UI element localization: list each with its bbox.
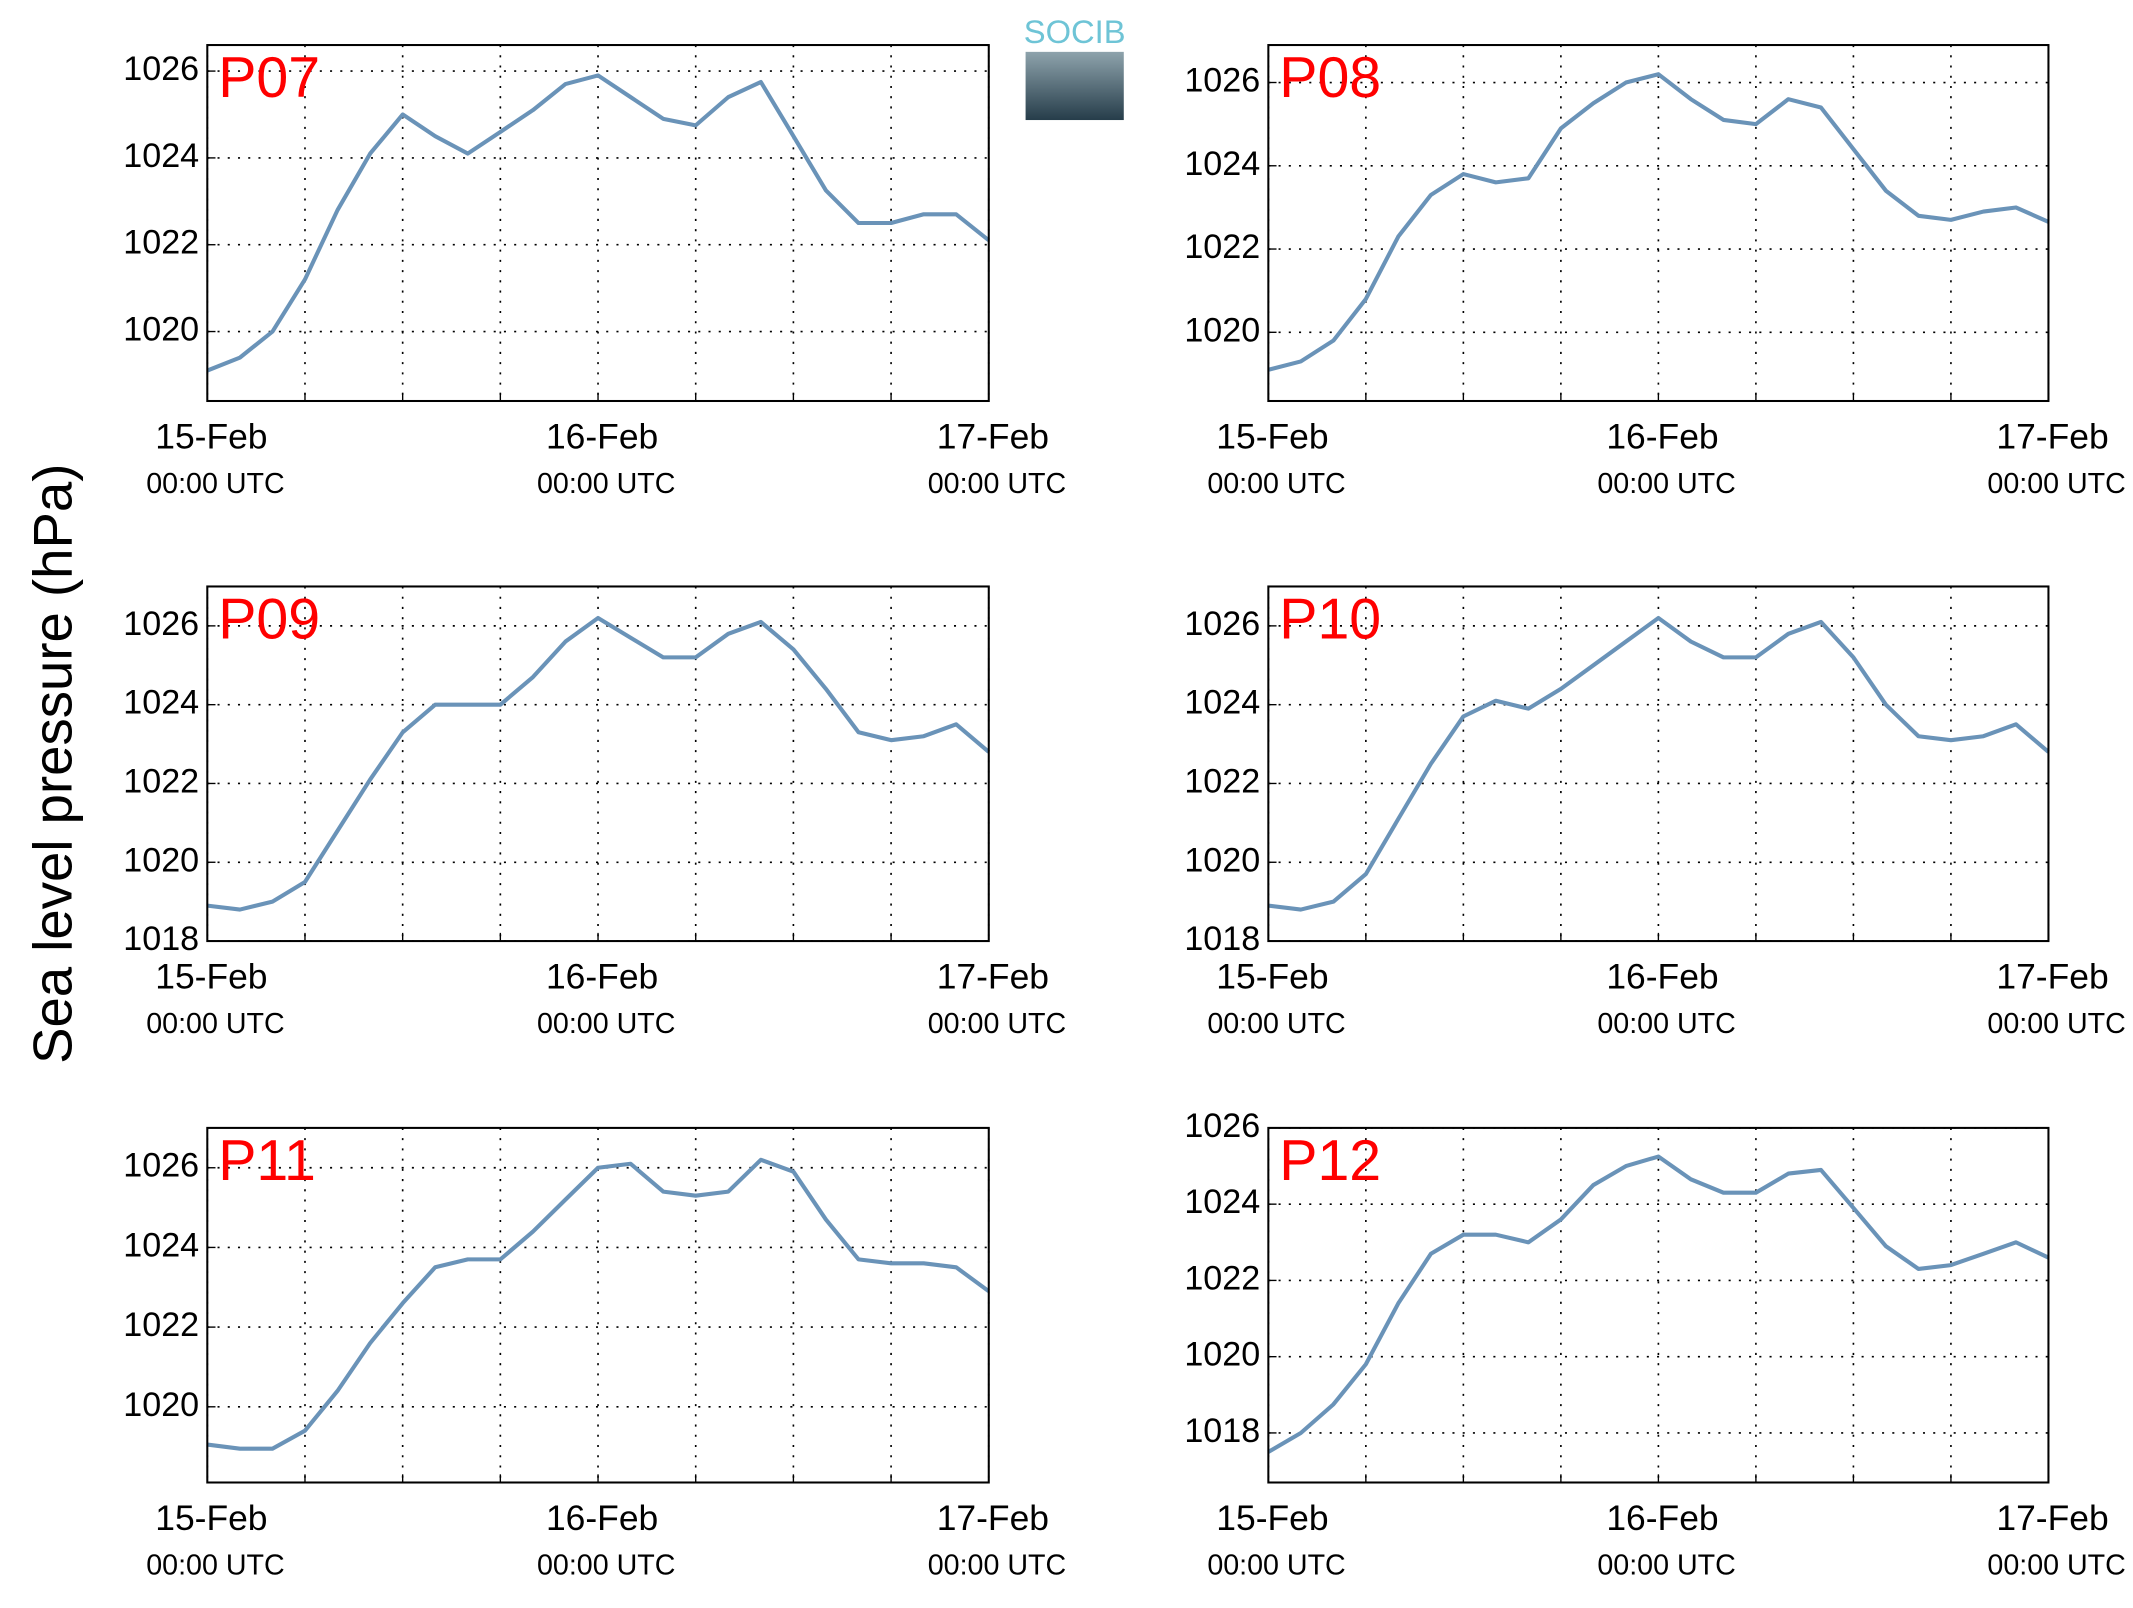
panel-title: P12 xyxy=(1279,1129,1381,1193)
x-tick-label: 17-Feb xyxy=(1996,417,2108,457)
logo-text: SOCIB xyxy=(1024,13,1126,50)
data-line xyxy=(1268,615,2050,912)
plot-frame xyxy=(206,44,990,403)
x-tick-label: 16-Feb xyxy=(546,417,658,457)
x-tick-label: 17-Feb xyxy=(1996,1498,2108,1538)
y-tick-label: 1024 xyxy=(123,137,199,175)
panel-title: P09 xyxy=(218,587,320,651)
y-tick-label: 1018 xyxy=(1184,1412,1260,1450)
plot-frame xyxy=(206,585,990,943)
x-tick-label: 16-Feb xyxy=(1606,957,1718,997)
x-tick-label: 15-Feb xyxy=(155,1498,267,1538)
x-tick-label: 15-Feb xyxy=(1216,957,1328,997)
y-tick-label: 1026 xyxy=(123,50,199,88)
y-tick-label: 1018 xyxy=(1184,920,1260,958)
x-tick-sublabel: 00:00 UTC xyxy=(1207,1008,1345,1040)
x-tick-sublabel: 00:00 UTC xyxy=(1597,468,1735,500)
y-tick-label: 1020 xyxy=(123,841,199,879)
y-tick-label: 1022 xyxy=(1184,228,1260,266)
y-tick-label: 1026 xyxy=(123,605,199,643)
panel-title: P07 xyxy=(218,46,320,110)
x-tick-label: 16-Feb xyxy=(546,1498,658,1538)
plot-frame xyxy=(1267,44,2050,403)
x-tick-sublabel: 00:00 UTC xyxy=(1987,468,2125,500)
y-tick-label: 1024 xyxy=(123,1226,199,1264)
x-tick-sublabel: 00:00 UTC xyxy=(1597,1008,1735,1040)
x-tick-label: 16-Feb xyxy=(1606,417,1718,457)
y-tick-label: 1024 xyxy=(1184,145,1260,183)
x-tick-label: 16-Feb xyxy=(546,957,658,997)
x-tick-sublabel: 00:00 UTC xyxy=(928,468,1066,500)
y-tick-label: 1020 xyxy=(1184,311,1260,349)
y-tick-label: 1020 xyxy=(1184,1336,1260,1374)
x-tick-sublabel: 00:00 UTC xyxy=(146,1008,284,1040)
x-tick-label: 17-Feb xyxy=(937,957,1049,997)
x-tick-sublabel: 00:00 UTC xyxy=(928,1550,1066,1582)
y-tick-label: 1020 xyxy=(1184,841,1260,879)
x-tick-sublabel: 00:00 UTC xyxy=(1987,1550,2125,1582)
y-tick-label: 1024 xyxy=(123,684,199,722)
data-line xyxy=(206,73,991,373)
x-tick-sublabel: 00:00 UTC xyxy=(1207,1550,1345,1582)
panel-title: P10 xyxy=(1279,587,1381,651)
x-tick-label: 17-Feb xyxy=(937,417,1049,457)
logo-block xyxy=(1025,51,1124,121)
x-tick-label: 15-Feb xyxy=(155,417,267,457)
y-tick-label: 1026 xyxy=(1184,1107,1260,1145)
x-tick-label: 16-Feb xyxy=(1606,1498,1718,1538)
y-tick-label: 1024 xyxy=(1184,1183,1260,1221)
x-tick-sublabel: 00:00 UTC xyxy=(1207,468,1345,500)
data-line xyxy=(207,1157,990,1451)
x-tick-sublabel: 00:00 UTC xyxy=(928,1008,1066,1040)
data-line xyxy=(207,615,991,912)
plot-frame xyxy=(1267,585,2050,943)
y-tick-label: 1022 xyxy=(123,762,199,800)
x-tick-sublabel: 00:00 UTC xyxy=(146,468,284,500)
x-tick-sublabel: 00:00 UTC xyxy=(537,1008,675,1040)
plot-frame xyxy=(1267,1126,2050,1484)
x-tick-label: 15-Feb xyxy=(1216,1498,1328,1538)
panel-title: P11 xyxy=(218,1129,316,1193)
y-tick-label: 1022 xyxy=(123,1306,199,1344)
plot-frame xyxy=(206,1126,990,1484)
x-tick-sublabel: 00:00 UTC xyxy=(1597,1550,1735,1582)
y-tick-label: 1020 xyxy=(123,311,199,349)
y-tick-label: 1026 xyxy=(123,1147,199,1185)
y-tick-label: 1018 xyxy=(123,920,199,958)
y-tick-label: 1020 xyxy=(123,1386,199,1424)
y-tick-label: 1022 xyxy=(1184,762,1260,800)
data-line xyxy=(1267,1154,2050,1454)
x-tick-label: 15-Feb xyxy=(155,957,267,997)
data-line xyxy=(1267,72,2050,372)
y-axis-label: Sea level pressure (hPa) xyxy=(23,464,84,1064)
y-tick-label: 1026 xyxy=(1184,62,1260,100)
panel-title: P08 xyxy=(1279,46,1381,110)
y-tick-label: 1024 xyxy=(1184,684,1260,722)
x-tick-sublabel: 00:00 UTC xyxy=(537,468,675,500)
x-tick-sublabel: 00:00 UTC xyxy=(537,1550,675,1582)
x-tick-sublabel: 00:00 UTC xyxy=(146,1550,284,1582)
y-tick-label: 1022 xyxy=(1184,1259,1260,1297)
x-tick-label: 17-Feb xyxy=(1996,957,2108,997)
x-tick-sublabel: 00:00 UTC xyxy=(1987,1008,2125,1040)
y-tick-label: 1026 xyxy=(1184,605,1260,643)
y-tick-label: 1022 xyxy=(123,224,199,262)
x-tick-label: 17-Feb xyxy=(937,1498,1049,1538)
x-tick-label: 15-Feb xyxy=(1216,417,1328,457)
